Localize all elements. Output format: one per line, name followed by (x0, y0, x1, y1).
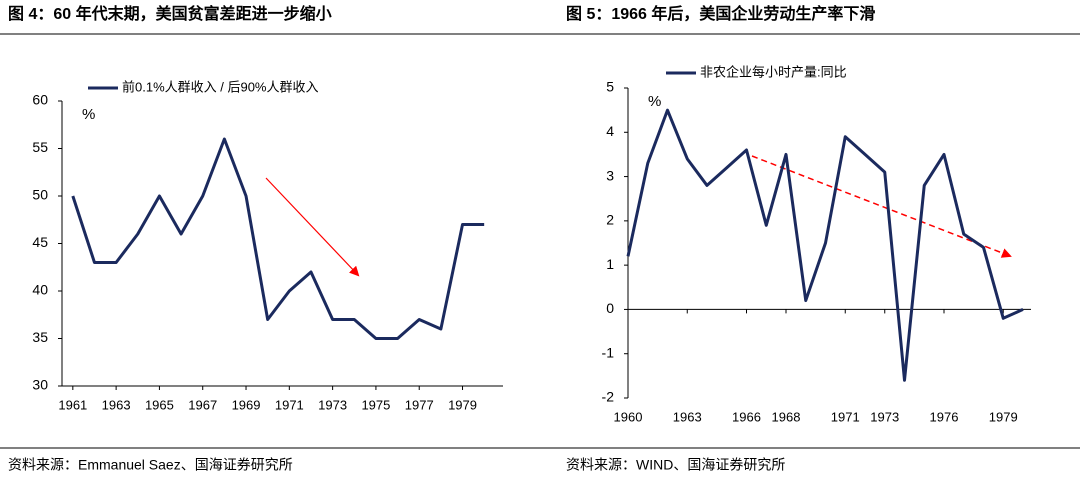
x-tick-label: 1973 (318, 397, 347, 412)
legend-label: 非农企业每小时产量:同比 (700, 64, 847, 79)
chart-title: 图 5：1966 年后，美国企业劳动生产率下滑 (566, 4, 875, 23)
unit-label: % (82, 106, 95, 123)
x-tick-label: 1971 (275, 397, 304, 412)
x-tick-label: 1971 (831, 409, 860, 424)
data-line (626, 108, 1024, 382)
x-tick-label: 1963 (673, 409, 702, 424)
x-tick-label: 1979 (989, 409, 1018, 424)
legend-label: 前0.1%人群收入 / 后90%人群收入 (122, 79, 319, 94)
y-tick-label: 1 (606, 256, 614, 272)
x-tick-label: 1966 (732, 409, 761, 424)
trend-arrow (265, 177, 360, 277)
source-note: 资料来源：WIND、国海证券研究所 (566, 457, 785, 473)
y-tick-label: -1 (602, 344, 615, 360)
y-tick-label: 45 (32, 234, 48, 250)
x-tick-label: 1960 (614, 409, 643, 424)
x-tick-label: 1976 (930, 409, 959, 424)
x-tick-label: 1977 (405, 397, 434, 412)
x-tick-label: 1963 (102, 397, 131, 412)
x-tick-label: 1969 (232, 397, 261, 412)
y-tick-label: 5 (606, 79, 614, 95)
y-tick-label: 4 (606, 123, 614, 139)
y-tick-label: 60 (32, 92, 48, 108)
x-tick-label: 1975 (361, 397, 390, 412)
chart-title: 图 4：60 年代末期，美国贫富差距进一步缩小 (8, 4, 332, 23)
y-tick-label: 3 (606, 167, 614, 183)
x-tick-label: 1968 (772, 409, 801, 424)
y-tick-label: 30 (32, 377, 48, 393)
trend-arrow (751, 155, 1012, 258)
y-tick-label: 35 (32, 329, 48, 345)
y-tick-label: 0 (606, 300, 614, 316)
y-tick-label: 55 (32, 139, 48, 155)
x-tick-label: 1967 (188, 397, 217, 412)
x-tick-label: 1979 (448, 397, 477, 412)
source-note: 资料来源：Emmanuel Saez、国海证券研究所 (8, 457, 293, 473)
data-line (71, 137, 485, 340)
y-tick-label: 50 (32, 187, 48, 203)
x-tick-label: 1961 (58, 397, 87, 412)
y-tick-label: 2 (606, 212, 614, 228)
x-tick-label: 1965 (145, 397, 174, 412)
y-tick-label: -2 (602, 389, 615, 405)
y-tick-label: 40 (32, 282, 48, 298)
unit-label: % (648, 93, 661, 110)
x-tick-label: 1973 (870, 409, 899, 424)
